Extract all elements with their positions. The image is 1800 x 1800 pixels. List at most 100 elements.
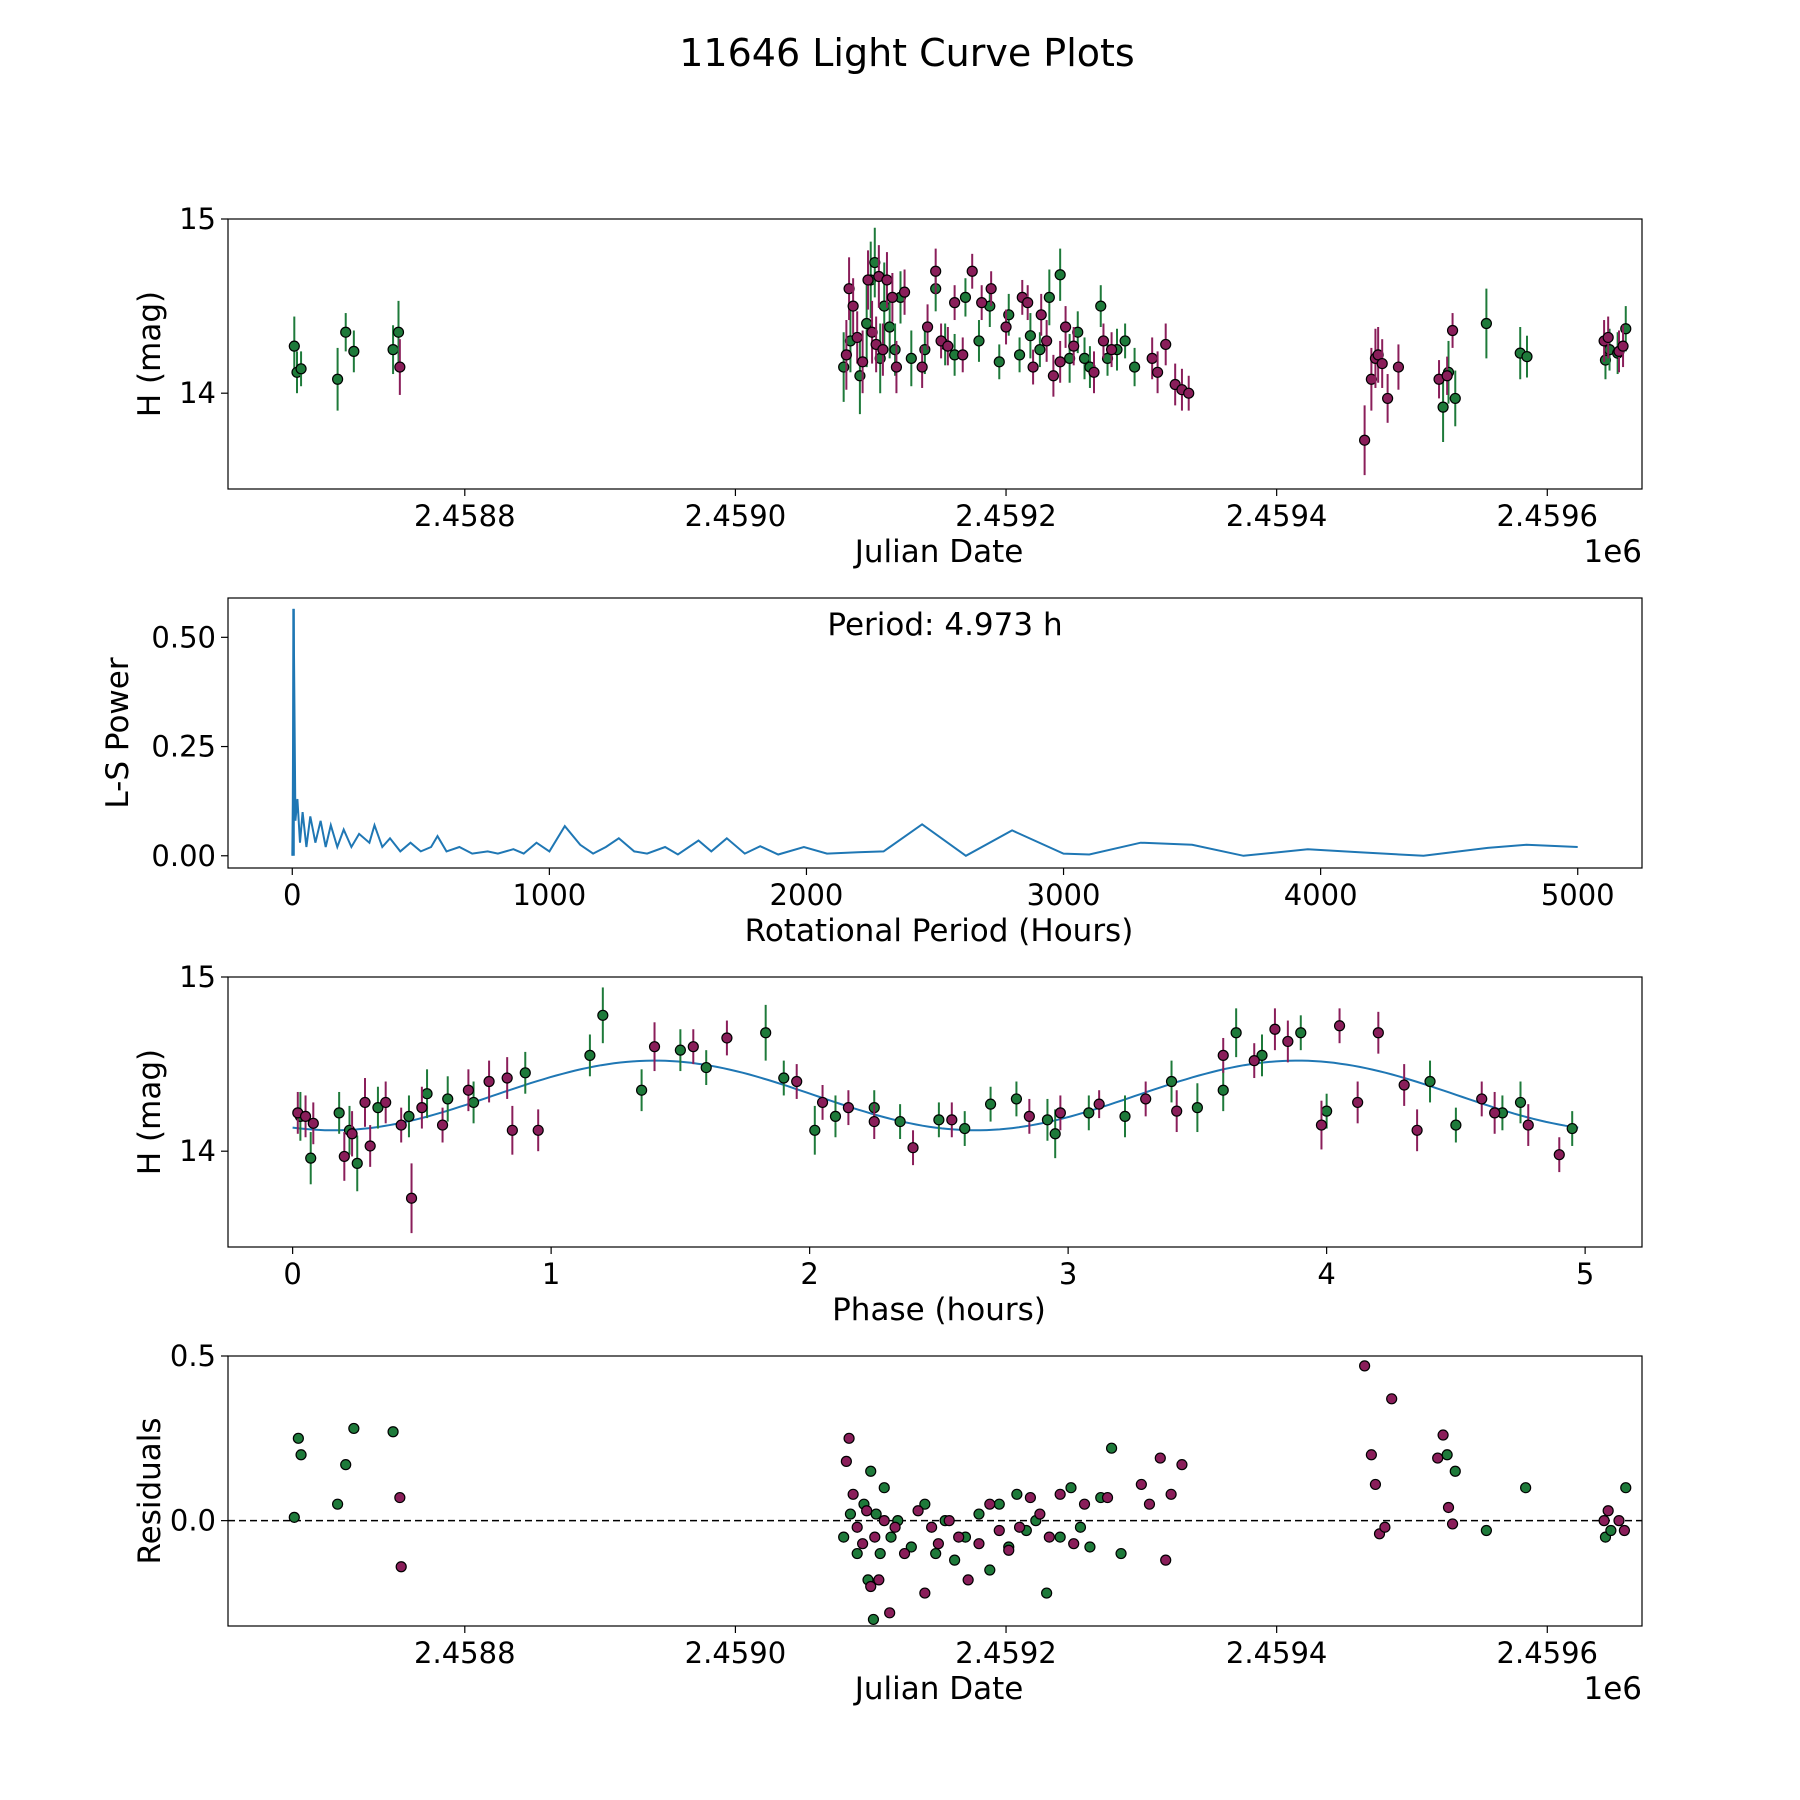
data-point bbox=[791, 1075, 803, 1088]
data-point bbox=[957, 349, 969, 361]
data-point bbox=[597, 1009, 609, 1021]
data-point bbox=[985, 283, 997, 295]
data-point bbox=[953, 1531, 965, 1543]
data-point bbox=[886, 291, 898, 303]
data-point bbox=[993, 1524, 1005, 1537]
period-annotation: Period: 4.973 h bbox=[827, 607, 1062, 643]
data-point bbox=[387, 1426, 399, 1438]
data-point bbox=[877, 344, 889, 356]
data-point bbox=[840, 349, 852, 361]
panel-phasefold: 0 1 2 3 4 5 14 15 Phase (hours) H (mag) bbox=[132, 960, 1643, 1328]
data-point bbox=[1068, 340, 1080, 352]
data-point bbox=[884, 1607, 896, 1619]
data-point bbox=[394, 361, 406, 373]
data-point bbox=[332, 373, 344, 385]
data-point bbox=[868, 1115, 880, 1128]
x-tick-label: 4000 bbox=[1284, 878, 1358, 912]
data-point bbox=[1411, 1124, 1423, 1136]
data-point bbox=[1088, 366, 1100, 378]
data-point bbox=[1035, 309, 1047, 321]
data-point bbox=[1602, 331, 1614, 344]
data-point bbox=[340, 326, 352, 338]
data-point bbox=[1059, 321, 1072, 333]
data-point bbox=[1093, 1098, 1105, 1110]
data-point bbox=[1480, 317, 1492, 330]
data-point bbox=[973, 1538, 985, 1550]
data-point bbox=[1441, 1449, 1453, 1461]
x-tick-label: 2.4590 bbox=[685, 499, 786, 533]
data-point bbox=[1520, 1482, 1532, 1494]
y-axis-label: L-S Power bbox=[100, 657, 136, 808]
y-tick-label: 0.25 bbox=[151, 730, 216, 764]
data-point bbox=[1613, 1515, 1625, 1527]
data-point bbox=[1514, 1096, 1527, 1109]
x-tick-label: 1 bbox=[542, 1257, 560, 1291]
data-point bbox=[1432, 1452, 1444, 1464]
y-tick-label: 0.5 bbox=[170, 1339, 216, 1373]
series-magenta bbox=[394, 1360, 1631, 1619]
x-tick-label: 5 bbox=[1576, 1257, 1594, 1291]
data-point bbox=[348, 1422, 360, 1435]
y-tick-label: 0.0 bbox=[170, 1504, 216, 1538]
data-point bbox=[847, 300, 859, 312]
data-point bbox=[1217, 1049, 1229, 1061]
data-point bbox=[1054, 1488, 1066, 1500]
data-point bbox=[1105, 344, 1118, 356]
data-point bbox=[700, 1061, 712, 1074]
data-point bbox=[1068, 1538, 1080, 1550]
data-point bbox=[857, 356, 869, 368]
periodogram-line bbox=[291, 608, 1578, 857]
data-point bbox=[869, 1531, 881, 1543]
data-point bbox=[338, 1150, 350, 1163]
x-tick-label: 2000 bbox=[770, 878, 844, 912]
data-point bbox=[636, 1084, 648, 1096]
data-point bbox=[1000, 321, 1012, 333]
x-tick-label: 1000 bbox=[512, 878, 586, 912]
data-point bbox=[1074, 1521, 1087, 1533]
data-point bbox=[942, 340, 954, 352]
data-point bbox=[442, 1093, 454, 1105]
data-point bbox=[973, 335, 985, 347]
data-point bbox=[881, 274, 893, 286]
data-point bbox=[905, 352, 917, 364]
data-point bbox=[1013, 1521, 1026, 1533]
data-point bbox=[1078, 1498, 1091, 1510]
data-point bbox=[1566, 1122, 1578, 1135]
data-point bbox=[1047, 370, 1059, 382]
data-point bbox=[993, 356, 1005, 368]
x-offset-label: 1e6 bbox=[1583, 534, 1642, 570]
data-point bbox=[394, 1491, 406, 1504]
data-point bbox=[884, 321, 896, 333]
data-point bbox=[392, 326, 405, 338]
data-point bbox=[1143, 1498, 1156, 1510]
data-point bbox=[1151, 366, 1164, 378]
plot-area bbox=[288, 227, 1632, 476]
data-point bbox=[1256, 1049, 1268, 1061]
data-point bbox=[874, 1547, 886, 1560]
data-point bbox=[862, 274, 874, 286]
data-point bbox=[372, 1102, 384, 1114]
data-point bbox=[1480, 1524, 1492, 1537]
data-point bbox=[973, 1508, 985, 1520]
data-point bbox=[949, 297, 961, 309]
data-point bbox=[1160, 1554, 1172, 1566]
x-tick-label: 2.4596 bbox=[1497, 499, 1598, 533]
data-point bbox=[966, 265, 978, 277]
data-point bbox=[405, 1192, 418, 1204]
data-point bbox=[299, 1110, 312, 1122]
x-axis-label: Julian Date bbox=[853, 1671, 1024, 1707]
x-tick-label: 2.4596 bbox=[1497, 1636, 1598, 1670]
data-point bbox=[930, 1547, 942, 1560]
data-point bbox=[1105, 1442, 1118, 1454]
data-point bbox=[1449, 392, 1461, 405]
data-point bbox=[851, 331, 863, 344]
data-point bbox=[1119, 335, 1131, 347]
data-point bbox=[919, 1498, 931, 1510]
data-point bbox=[1065, 1482, 1077, 1494]
data-point bbox=[305, 1152, 317, 1164]
data-point bbox=[1359, 1360, 1371, 1372]
axes-frame bbox=[227, 976, 1643, 1248]
data-point bbox=[1437, 401, 1449, 413]
series-magenta bbox=[394, 245, 1629, 476]
